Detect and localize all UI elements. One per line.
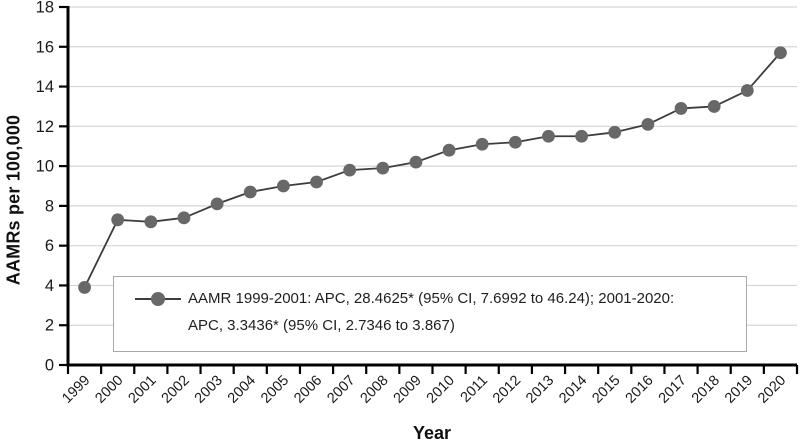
x-tick-label: 2012 xyxy=(490,373,524,407)
data-point xyxy=(409,155,423,169)
legend-text-line2: APC, 3.3436* (95% CI, 2.7346 to 3.867) xyxy=(188,317,455,334)
x-tick-label: 2009 xyxy=(391,373,425,407)
x-tick-label: 2001 xyxy=(126,373,160,407)
y-tick-label: 0 xyxy=(45,357,54,375)
y-tick-label: 10 xyxy=(36,158,54,176)
series-line xyxy=(83,52,782,288)
data-point xyxy=(78,281,91,294)
x-tick-label: 2014 xyxy=(556,373,590,407)
x-tick-label: 2016 xyxy=(623,373,657,407)
data-point xyxy=(740,84,754,97)
y-tick-label: 4 xyxy=(45,277,54,295)
x-tick-label: 2007 xyxy=(324,373,358,407)
x-tick-label: 2013 xyxy=(523,373,557,407)
data-point xyxy=(210,197,224,211)
x-tick-label: 2005 xyxy=(258,373,292,407)
x-tick-label: 2008 xyxy=(357,373,391,407)
x-tick-label: 1999 xyxy=(59,373,93,407)
y-tick-label: 16 xyxy=(36,38,54,56)
data-point xyxy=(343,163,357,177)
data-point xyxy=(608,125,622,139)
y-tick-label: 6 xyxy=(45,237,54,255)
x-tick-label: 2011 xyxy=(458,373,491,406)
legend-series-marker-icon xyxy=(135,285,181,312)
y-tick-label: 18 xyxy=(36,0,54,17)
y-tick-label: 12 xyxy=(36,118,54,136)
data-point xyxy=(475,137,489,151)
x-tick-label: 2000 xyxy=(92,373,126,407)
data-point xyxy=(111,213,125,227)
x-tick-label: 2002 xyxy=(159,373,193,407)
data-point xyxy=(774,46,787,60)
data-point xyxy=(276,179,290,193)
x-tick-label: 2017 xyxy=(656,373,690,407)
x-tick-label: 2019 xyxy=(722,373,756,407)
data-point xyxy=(243,185,257,199)
y-axis-title: AAMRs per 100,000 xyxy=(3,114,24,286)
legend-text: AAMR 1999-2001: APC, 28.4625* (95% CI, 7… xyxy=(188,285,674,339)
data-point xyxy=(674,102,688,115)
data-point xyxy=(542,129,555,143)
x-tick-label: 2004 xyxy=(225,373,259,407)
data-point xyxy=(376,161,390,175)
y-tick-label: 14 xyxy=(36,78,54,96)
data-point xyxy=(508,135,522,149)
x-axis-title: Year xyxy=(412,423,452,443)
data-point xyxy=(707,100,721,113)
legend-dot-swatch xyxy=(151,291,165,306)
data-point xyxy=(310,175,323,189)
x-tick-label: 2006 xyxy=(291,373,325,407)
x-tick-label: 2015 xyxy=(589,373,623,407)
legend-text-line1: AAMR 1999-2001: APC, 28.4625* (95% CI, 7… xyxy=(188,290,675,307)
data-point xyxy=(177,211,191,225)
x-tick-label: 2020 xyxy=(755,373,789,407)
y-tick-label: 2 xyxy=(45,317,54,335)
data-point xyxy=(442,143,456,157)
data-point xyxy=(641,117,655,131)
x-tick-label: 2010 xyxy=(424,373,458,407)
data-point xyxy=(575,129,589,143)
x-tick-label: 2018 xyxy=(689,373,723,407)
x-tick-label: 2003 xyxy=(192,373,226,407)
legend-box: AAMR 1999-2001: APC, 28.4625* (95% CI, 7… xyxy=(113,276,747,352)
data-point xyxy=(144,215,158,229)
y-tick-label: 8 xyxy=(45,197,54,215)
